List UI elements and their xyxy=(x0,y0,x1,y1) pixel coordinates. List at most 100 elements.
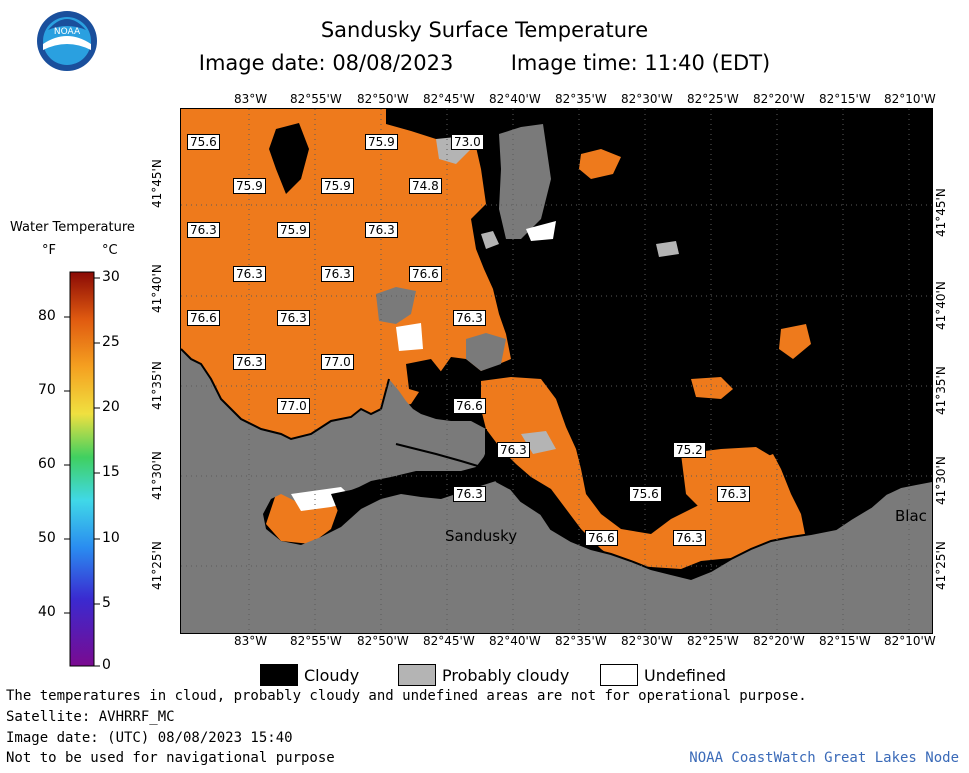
temp-label: 76.3 xyxy=(233,263,266,282)
land-south xyxy=(181,349,932,633)
lat-tick-left: 41°30'N xyxy=(150,451,164,500)
lon-tick-bottom: 82°45'W xyxy=(423,634,475,648)
map-canvas xyxy=(181,109,932,633)
legend-unit-f: °F xyxy=(42,243,56,258)
lon-tick-top: 82°30'W xyxy=(621,92,673,106)
temp-label: 75.6 xyxy=(629,483,662,502)
temp-label: 73.0 xyxy=(451,131,484,150)
key-probably-cloudy-label: Probably cloudy xyxy=(442,665,570,685)
undefined-patch xyxy=(526,221,556,241)
temp-label: 76.6 xyxy=(187,307,220,326)
temp-label: 76.3 xyxy=(497,439,530,458)
key-cloudy-label: Cloudy xyxy=(304,665,360,685)
lon-tick-top: 82°45'W xyxy=(423,92,475,106)
lat-tick-right: 41°40'N xyxy=(934,281,948,330)
c-tick: 20 xyxy=(102,399,120,415)
water-small-patch xyxy=(579,149,621,179)
temp-label: 76.3 xyxy=(321,263,354,282)
lon-tick-bottom: 82°15'W xyxy=(819,634,871,648)
lat-tick-left: 41°25'N xyxy=(150,541,164,590)
c-tick: 15 xyxy=(102,464,120,480)
lon-tick-bottom: 82°50'W xyxy=(357,634,409,648)
temp-label: 76.6 xyxy=(453,395,486,414)
temp-label: 76.3 xyxy=(453,307,486,326)
noaa-logo-text: NOAA xyxy=(54,27,81,37)
key-probably-cloudy: Probably cloudy xyxy=(398,664,569,686)
lon-tick-bottom: 82°40'W xyxy=(489,634,541,648)
c-tick: 25 xyxy=(102,334,120,350)
lat-tick-left: 41°45'N xyxy=(150,159,164,208)
lon-tick-bottom: 82°25'W xyxy=(687,634,739,648)
lat-tick-left: 41°40'N xyxy=(150,264,164,313)
lon-tick-top: 82°35'W xyxy=(555,92,607,106)
temp-label: 75.9 xyxy=(321,175,354,194)
image-date: Image date: 08/08/2023 xyxy=(198,51,454,75)
noaa-logo: NOAA xyxy=(36,10,98,72)
undefined-patch xyxy=(396,323,423,351)
lat-tick-left: 41°35'N xyxy=(150,361,164,410)
temp-label: 76.3 xyxy=(187,219,220,238)
water-central xyxy=(481,377,806,569)
probably-cloudy-swatch xyxy=(398,664,436,686)
temp-label: 75.9 xyxy=(277,219,310,238)
color-scale-bar xyxy=(69,271,95,667)
water-east-patch xyxy=(681,447,781,509)
key-cloudy: Cloudy xyxy=(260,664,359,686)
chart-subtitle: Image date: 08/08/2023 Image time: 11:40… xyxy=(0,51,969,75)
lat-tick-right: 41°25'N xyxy=(934,541,948,590)
f-tick: 50 xyxy=(38,530,56,546)
temp-label: 76.6 xyxy=(409,263,442,282)
c-tick: 0 xyxy=(102,657,111,673)
water-small-patch xyxy=(691,377,733,399)
image-time: Image time: 11:40 (EDT) xyxy=(510,51,771,75)
lon-tick-top: 82°25'W xyxy=(687,92,739,106)
lon-tick-bottom: 82°30'W xyxy=(621,634,673,648)
cloud-patch xyxy=(331,489,361,519)
footer-nav-warning: Not to be used for navigational purpose xyxy=(6,750,335,766)
footer-utc-date: Image date: (UTC) 08/08/2023 15:40 xyxy=(6,730,293,746)
temp-label: 75.9 xyxy=(365,131,398,150)
cloudy-swatch xyxy=(260,664,298,686)
lat-tick-right: 41°30'N xyxy=(934,456,948,505)
key-undefined: Undefined xyxy=(600,664,726,686)
probably-cloudy-patch xyxy=(481,231,499,249)
f-tick: 80 xyxy=(38,308,56,324)
chart-title: Sandusky Surface Temperature xyxy=(320,18,649,42)
legend-unit-c: °C xyxy=(102,243,118,258)
legend-title: Water Temperature xyxy=(10,220,135,235)
lon-tick-bottom: 82°10'W xyxy=(884,634,936,648)
temp-label: 76.3 xyxy=(453,483,486,502)
c-tick: 30 xyxy=(102,269,120,285)
footer-satellite: Satellite: AVHRRF_MC xyxy=(6,709,175,725)
lat-tick-right: 41°35'N xyxy=(934,366,948,415)
temp-label: 76.3 xyxy=(673,527,706,546)
temp-label: 74.8 xyxy=(409,175,442,194)
footer-credit: NOAA CoastWatch Great Lakes Node xyxy=(689,750,959,766)
f-tick: 40 xyxy=(38,604,56,620)
lon-tick-bottom: 82°55'W xyxy=(290,634,342,648)
temp-label: 77.0 xyxy=(277,395,310,414)
cloud-patch xyxy=(406,359,443,394)
lon-tick-top: 82°20'W xyxy=(753,92,805,106)
lon-tick-bottom: 82°20'W xyxy=(753,634,805,648)
undefined-swatch xyxy=(600,664,638,686)
temp-label: 76.3 xyxy=(233,351,266,370)
lon-tick-top: 82°40'W xyxy=(489,92,541,106)
lon-tick-top: 82°50'W xyxy=(357,92,409,106)
probably-cloudy-patch xyxy=(656,241,679,257)
lon-tick-bottom: 83°W xyxy=(234,634,268,648)
water-small-patch xyxy=(779,324,811,359)
probably-cloudy-patch xyxy=(521,431,556,454)
temp-label: 77.0 xyxy=(321,351,354,370)
temp-label: 75.2 xyxy=(673,439,706,458)
key-undefined-label: Undefined xyxy=(644,665,727,685)
temp-label: 76.3 xyxy=(717,483,750,502)
land-island xyxy=(466,333,506,371)
temp-label: 76.6 xyxy=(585,527,618,546)
lon-tick-top: 82°15'W xyxy=(819,92,871,106)
place-label-blac: Blac xyxy=(895,507,927,525)
lon-tick-bottom: 82°35'W xyxy=(555,634,607,648)
footer-note: The temperatures in cloud, probably clou… xyxy=(6,688,807,704)
cloud-patch xyxy=(269,123,309,194)
temp-label: 75.6 xyxy=(187,131,220,150)
